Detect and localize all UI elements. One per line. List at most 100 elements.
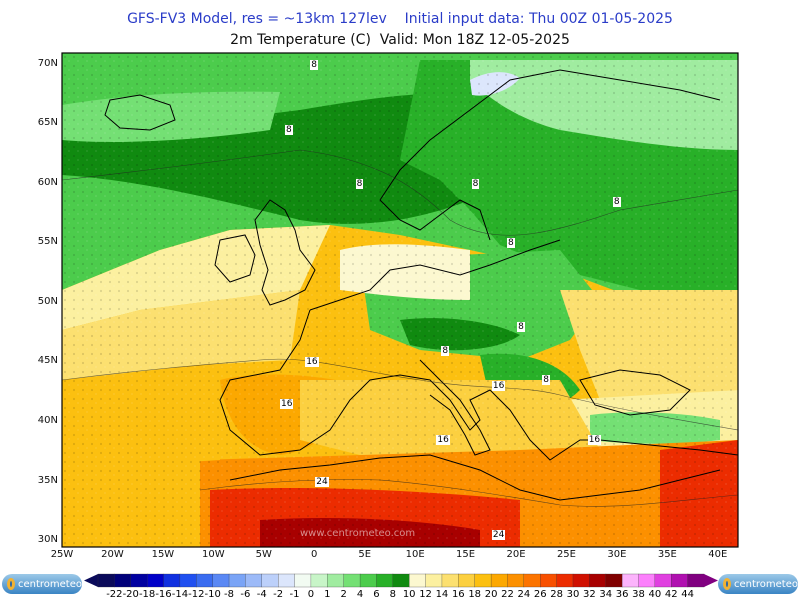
latitude-label: 35N [37, 474, 58, 486]
colorbar-left-arrow [84, 574, 98, 587]
contour-label: 16 [305, 357, 319, 368]
colorbar-tick-label: 32 [582, 589, 596, 600]
contour-label: 24 [315, 476, 329, 487]
colorbar-swatch [556, 573, 574, 588]
coast-italy [419, 359, 491, 456]
contour-label: 16 [587, 434, 602, 445]
colorbar-swatch [212, 573, 230, 588]
coast-iceland [104, 94, 176, 131]
latitude-label: 50N [37, 295, 58, 307]
model-title: GFS-FV3 Model, res = ~13km 127lev Initia… [127, 11, 673, 27]
contour-label: 8 [542, 375, 551, 386]
latitude-label: 65N [37, 117, 58, 129]
longitude-label: 40E [708, 549, 728, 560]
latitude-label: 55N [37, 236, 58, 248]
colorbar-tick-label: 26 [533, 589, 547, 600]
colorbar-tick-label: 18 [468, 589, 482, 600]
colorbar-tick-label: 0 [307, 589, 315, 600]
colorbar-swatch [425, 573, 443, 588]
colorbar-swatch [343, 573, 361, 588]
colorbar-swatch [261, 573, 279, 588]
colorbar-swatch [392, 573, 410, 588]
colorbar-tick-label: -4 [256, 589, 267, 600]
colorbar-swatch [572, 573, 590, 588]
contour-label: 8 [355, 178, 364, 189]
colorbar-tick-label: -2 [273, 589, 284, 600]
contour-label: 8 [285, 125, 293, 136]
longitude-label: 15E [456, 549, 476, 560]
map-frame [61, 52, 739, 548]
colorbar-swatch [490, 573, 508, 588]
colorbar-tick-label: -18 [138, 589, 156, 600]
colorbar-swatch [97, 573, 115, 588]
longitude-label: 5E [358, 549, 372, 560]
colorbar-tick-label: 24 [517, 589, 531, 600]
coast-scandinavia [379, 69, 721, 241]
colorbar [84, 573, 718, 588]
coastlines [104, 69, 738, 501]
coast-ireland [214, 234, 256, 283]
colorbar-swatch [245, 573, 263, 588]
colorbar-tick-label: 42 [664, 589, 678, 600]
latitude-label: 60N [37, 176, 58, 188]
colorbar-swatch [146, 573, 164, 588]
colorbar-swatch [278, 573, 295, 588]
colorbar-tick-label: 12 [419, 589, 432, 600]
contour-label: 16 [436, 434, 450, 445]
colorbar-swatch [130, 573, 148, 588]
colorbar-tick-label: 36 [615, 589, 629, 600]
latitude-label: 70N [37, 57, 58, 69]
valid-title: 2m Temperature (C) Valid: Mon 18Z 12-05-… [230, 32, 570, 48]
logo-ring-icon [723, 578, 731, 590]
colorbar-swatch [523, 573, 541, 588]
longitude-label: 0 [311, 549, 318, 560]
contour-label: 8 [471, 178, 480, 189]
colorbar-swatch [621, 573, 639, 588]
colorbar-swatch [474, 573, 492, 588]
contour-label: 8 [506, 238, 515, 249]
coast-continent [219, 239, 738, 461]
colorbar-tick-label: 16 [451, 589, 465, 600]
colorbar-tick-label: -20 [122, 589, 139, 600]
colorbar-tick-label: 20 [484, 589, 498, 600]
colorbar-tick-label: -8 [224, 589, 234, 600]
colorbar-swatch [327, 573, 345, 588]
colorbar-tick-label: -16 [155, 589, 172, 600]
colorbar-tick-label: 28 [550, 589, 563, 600]
contour-8 [62, 149, 738, 236]
contour-label: 8 [517, 321, 525, 332]
colorbar-tick-label: -14 [171, 589, 189, 600]
colorbar-tick-label: 6 [373, 589, 380, 600]
colorbar-tick-label: 34 [599, 589, 613, 600]
colorbar-swatch [638, 573, 656, 588]
colorbar-swatch [163, 573, 181, 588]
colorbar-swatch [409, 573, 427, 588]
centrometeo-logo-left: centrometeo [2, 574, 82, 594]
colorbar-swatch [654, 573, 672, 588]
colorbar-tick-label: -6 [240, 589, 251, 600]
colorbar-swatch [441, 573, 459, 588]
map-field [62, 53, 738, 547]
contours [62, 149, 738, 507]
contour-label: 8 [441, 345, 450, 356]
colorbar-swatch [458, 573, 476, 588]
colorbar-tick-label: 4 [356, 589, 364, 600]
latitude-label: 30N [37, 534, 58, 546]
colorbar-tick-label: 44 [681, 589, 694, 600]
colorbar-right-arrow [704, 574, 718, 587]
colorbar-tick-label: 14 [435, 589, 449, 600]
colorbar-tick-label: 1 [324, 589, 331, 600]
colorbar-swatch [376, 573, 394, 588]
logo-text-left: centrometeo [17, 578, 82, 590]
colorbar-swatch [589, 573, 607, 588]
longitude-label: 35E [657, 549, 677, 560]
coast-black-sea [579, 369, 691, 416]
logo-text-right: centrometeo [733, 578, 798, 590]
colorbar-tick-label: -12 [188, 589, 205, 600]
longitude-label: 25E [556, 549, 576, 560]
colorbar-swatch [507, 573, 525, 588]
watermark-text: www.centrometeo.com [300, 528, 416, 539]
latitude-label: 40N [37, 415, 58, 426]
colorbar-tick-label: 40 [648, 589, 662, 600]
